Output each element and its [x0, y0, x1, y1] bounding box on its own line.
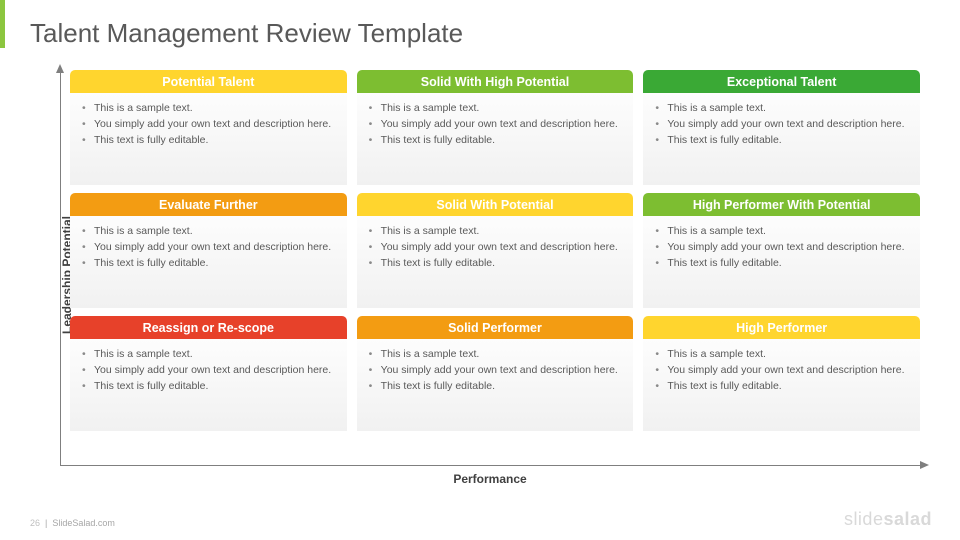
cell-bullet: This is a sample text. [94, 101, 337, 117]
cell-body: This is a sample text.You simply add you… [70, 339, 347, 431]
cell-bullet-list: This is a sample text.You simply add you… [667, 101, 910, 148]
footer-source: SlideSalad.com [52, 518, 115, 528]
cell-body: This is a sample text.You simply add you… [643, 216, 920, 308]
grid-cell: Reassign or Re-scope This is a sample tex… [70, 316, 347, 431]
x-axis-label: Performance [60, 472, 920, 486]
page-title: Talent Management Review Template [30, 18, 463, 49]
cell-header: Solid Performer [357, 316, 634, 339]
cell-body: This is a sample text.You simply add you… [643, 339, 920, 431]
cell-bullet: This text is fully editable. [94, 379, 337, 395]
cell-bullet-list: This is a sample text.You simply add you… [381, 347, 624, 394]
cell-bullet: This is a sample text. [381, 347, 624, 363]
cell-bullet-list: This is a sample text.You simply add you… [94, 101, 337, 148]
x-axis-arrow-icon [920, 461, 929, 469]
cell-bullet: You simply add your own text and descrip… [94, 363, 337, 379]
accent-bar [0, 0, 5, 48]
cell-bullet: This is a sample text. [667, 101, 910, 117]
grid-cell: Evaluate Further This is a sample text.Yo… [70, 193, 347, 308]
cell-bullet: You simply add your own text and descrip… [381, 240, 624, 256]
cell-body: This is a sample text.You simply add you… [357, 93, 634, 185]
nine-box-chart: Leadership Potential Performance Potenti… [60, 70, 930, 490]
cell-bullet-list: This is a sample text.You simply add you… [667, 224, 910, 271]
grid-cell: Exceptional Talent This is a sample text.… [643, 70, 920, 185]
cell-bullet: You simply add your own text and descrip… [94, 117, 337, 133]
footer-sep: | [43, 518, 50, 528]
cell-bullet: This is a sample text. [381, 224, 624, 240]
cell-body: This is a sample text.You simply add you… [70, 216, 347, 308]
footer: 26 | SlideSalad.com [30, 518, 115, 528]
cell-header: Reassign or Re-scope [70, 316, 347, 339]
cell-header: Potential Talent [70, 70, 347, 93]
cell-bullet: This is a sample text. [94, 224, 337, 240]
cell-header: High Performer [643, 316, 920, 339]
nine-box-grid: Potential TalentThis is a sample text.Yo… [70, 70, 920, 431]
cell-body: This is a sample text.You simply add you… [70, 93, 347, 185]
cell-bullet: You simply add your own text and descrip… [94, 240, 337, 256]
cell-bullet: You simply add your own text and descrip… [381, 363, 624, 379]
cell-bullet-list: This is a sample text.You simply add you… [381, 224, 624, 271]
cell-bullet: This text is fully editable. [667, 256, 910, 272]
y-axis-arrow-icon [56, 64, 64, 73]
grid-cell: Potential Talent This is a sample text.Yo… [70, 70, 347, 185]
cell-body: This is a sample text.You simply add you… [643, 93, 920, 185]
cell-bullet: This text is fully editable. [94, 256, 337, 272]
cell-bullet: You simply add your own text and descrip… [381, 117, 624, 133]
cell-header: Evaluate Further [70, 193, 347, 216]
cell-bullet: This is a sample text. [94, 347, 337, 363]
cell-bullet: This text is fully editable. [667, 379, 910, 395]
cell-bullet-list: This is a sample text.You simply add you… [94, 347, 337, 394]
grid-cell: Solid Performer This is a sample text.You… [357, 316, 634, 431]
brand-logo: slidesalad [844, 509, 932, 530]
cell-body: This is a sample text.You simply add you… [357, 216, 634, 308]
x-axis-line [60, 465, 922, 466]
cell-bullet: This text is fully editable. [94, 133, 337, 149]
cell-header: Solid With High Potential [357, 70, 634, 93]
cell-bullet: This text is fully editable. [381, 379, 624, 395]
logo-part1: slide [844, 509, 884, 529]
grid-cell: High Performer With Potential This is a s… [643, 193, 920, 308]
cell-body: This is a sample text.You simply add you… [357, 339, 634, 431]
cell-bullet: This text is fully editable. [381, 256, 624, 272]
grid-cell: High Performer This is a sample text.You … [643, 316, 920, 431]
cell-bullet: This text is fully editable. [381, 133, 624, 149]
cell-bullet: You simply add your own text and descrip… [667, 363, 910, 379]
cell-header: Exceptional Talent [643, 70, 920, 93]
grid-cell: Solid With Potential This is a sample tex… [357, 193, 634, 308]
cell-header: Solid With Potential [357, 193, 634, 216]
cell-bullet-list: This is a sample text.You simply add you… [381, 101, 624, 148]
cell-bullet: This is a sample text. [381, 101, 624, 117]
page-number: 26 [30, 518, 40, 528]
cell-bullet-list: This is a sample text.You simply add you… [94, 224, 337, 271]
cell-bullet: This text is fully editable. [667, 133, 910, 149]
cell-bullet: This is a sample text. [667, 224, 910, 240]
cell-bullet: You simply add your own text and descrip… [667, 240, 910, 256]
cell-header: High Performer With Potential [643, 193, 920, 216]
cell-bullet-list: This is a sample text.You simply add you… [667, 347, 910, 394]
grid-cell: Solid With High Potential This is a sampl… [357, 70, 634, 185]
logo-part2: salad [883, 509, 932, 529]
cell-bullet: This is a sample text. [667, 347, 910, 363]
cell-bullet: You simply add your own text and descrip… [667, 117, 910, 133]
